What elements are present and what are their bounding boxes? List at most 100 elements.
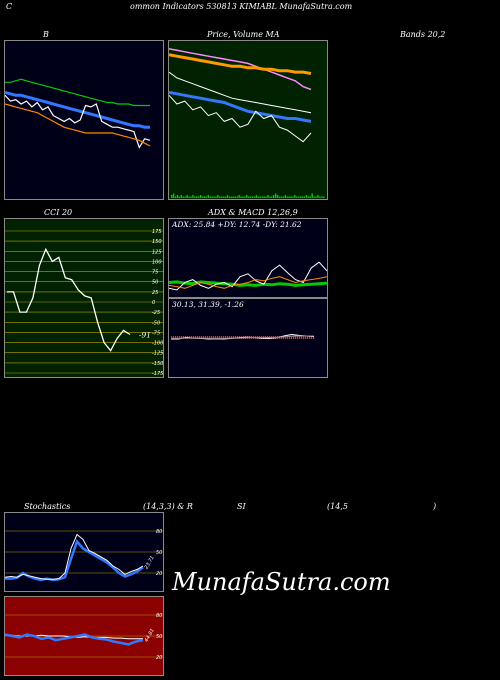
volume-bar — [280, 196, 283, 198]
rsi-chart: 80 50 20 44.81 — [5, 613, 163, 661]
macd-histogram-bar — [289, 336, 291, 339]
volume-bar — [269, 196, 271, 198]
volume-bar — [317, 195, 319, 198]
volume-bar — [253, 196, 256, 198]
volume-bar — [271, 196, 273, 198]
volume-bar — [300, 196, 302, 198]
cci-tick-label: 25 — [152, 290, 158, 296]
rsi-series-1 — [5, 633, 144, 646]
macd-histogram-bar — [295, 336, 297, 339]
volume-bar — [234, 196, 236, 198]
volume-bar — [323, 196, 325, 198]
macd-histogram-bar — [309, 336, 311, 339]
cci-panel: 175 150 125 100 75 50 25 0 -25 -50 -75 -100 -125 -150… — [4, 218, 164, 378]
macd-histogram-bar — [235, 336, 237, 339]
volume-bar — [259, 196, 261, 198]
volume-bar — [311, 193, 313, 198]
macd-histogram-bar — [175, 336, 177, 339]
rsi-panel: 80 50 20 44.81 — [4, 596, 164, 676]
macd-series-1 — [171, 335, 314, 339]
adx-series-0 — [169, 280, 327, 287]
price-chart — [169, 48, 325, 198]
macd-histogram-bar — [173, 336, 175, 339]
macd-histogram-bar — [203, 336, 205, 339]
cci-tick-label: -125 — [152, 351, 163, 357]
macd-histogram-bar — [225, 336, 227, 339]
volume-bar — [242, 196, 244, 198]
volume-bar — [240, 196, 242, 198]
macd-histogram-bar — [207, 336, 209, 339]
macd-histogram-bar — [205, 336, 207, 339]
bollinger-series-1 — [5, 90, 150, 129]
title-cci: CCI 20 — [44, 208, 73, 217]
volume-bar — [313, 196, 315, 198]
stoch-tick-label: 50 — [156, 550, 162, 556]
volume-bar — [192, 195, 194, 198]
title-stoch-params: (14,3,3) & R — [143, 502, 193, 511]
cci-tick-label: 75 — [152, 270, 158, 276]
macd-histogram-bar — [233, 336, 235, 339]
volume-bar — [236, 196, 238, 198]
macd-histogram-bar — [287, 336, 289, 339]
volume-bar — [186, 195, 188, 198]
volume-bar — [267, 195, 269, 198]
macd-histogram-bar — [305, 336, 307, 339]
rsi-tick-label: 80 — [156, 613, 162, 619]
volume-bar — [319, 196, 321, 198]
macd-histogram-bar — [285, 336, 287, 339]
volume-bar — [230, 196, 233, 198]
cci-chart: 175 150 125 100 75 50 25 0 -25 -50 -75 -100 -125 -150… — [5, 229, 163, 377]
stoch-series-1 — [5, 533, 144, 580]
title-stoch: Stochastics — [24, 502, 71, 511]
macd-histogram-bar — [201, 336, 203, 339]
stoch-last-value: 23.71 — [144, 555, 156, 570]
volume-bar — [228, 196, 231, 198]
cci-tick-label: -50 — [152, 320, 160, 326]
macd-histogram-bar — [311, 336, 313, 339]
stoch-tick-label: 20 — [156, 571, 162, 577]
macd-values-label: 30.13, 31.39, -1.26 — [172, 300, 244, 309]
volume-bar — [201, 196, 204, 198]
volume-bar — [180, 195, 182, 198]
volume-bar — [249, 196, 252, 198]
volume-bar — [205, 196, 207, 198]
volume-bar — [284, 195, 286, 198]
title-rsi-close: ) — [433, 502, 437, 511]
macd-histogram-bar — [283, 336, 285, 339]
volume-bar — [190, 196, 192, 198]
stoch-series-0 — [5, 539, 144, 582]
cci-tick-label: 100 — [152, 259, 162, 265]
volume-bar — [305, 195, 308, 198]
volume-bar — [278, 196, 281, 198]
adx-panel: ADX: 25.84 +DY: 12.74 -DY: 21.62 — [168, 218, 328, 298]
volume-bar — [223, 196, 225, 198]
title-b: B — [43, 30, 49, 39]
macd-histogram-bar — [213, 336, 215, 339]
volume-bar — [294, 195, 296, 198]
volume-bar — [321, 196, 323, 198]
macd-histogram-bar — [211, 336, 213, 339]
volume-bar — [207, 195, 209, 198]
volume-bar — [197, 196, 200, 198]
volume-bar — [251, 196, 254, 198]
cci-line — [7, 247, 131, 352]
cci-tick-label: -175 — [152, 371, 163, 377]
volume-bar — [282, 196, 285, 198]
bollinger-series-3 — [5, 103, 151, 147]
macd-histogram-bar — [293, 336, 295, 339]
rsi-tick-label: 20 — [156, 655, 162, 661]
bollinger-panel — [4, 40, 164, 200]
cci-tick-label: -75 — [152, 330, 160, 336]
header-title: ommon Indicators 530813 KIMIABL MunafaSu… — [130, 2, 353, 11]
price-series-0 — [169, 48, 312, 91]
volume-bar — [296, 196, 298, 198]
macd-histogram-bar — [199, 336, 201, 339]
volume-bar — [248, 196, 250, 198]
volume-bar — [224, 196, 227, 198]
macd-histogram-bar — [221, 336, 223, 339]
macd-histogram-bar — [193, 336, 195, 339]
volume-bar — [232, 196, 234, 198]
macd-histogram-bar — [307, 336, 309, 339]
volume-bar — [263, 196, 265, 198]
volume-bar — [276, 195, 279, 198]
